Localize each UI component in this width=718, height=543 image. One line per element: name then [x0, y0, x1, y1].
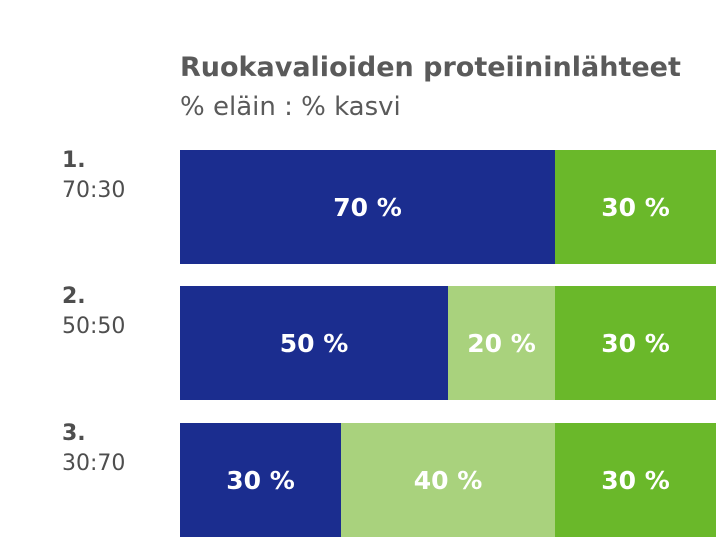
row-ratio: 70:30	[62, 178, 126, 203]
bar-segment: 30 %	[555, 286, 716, 400]
segment-value-label: 30 %	[601, 192, 670, 222]
bar-segment: 70 %	[180, 150, 555, 264]
row-number: 3.	[62, 421, 86, 446]
row-ratio: 50:50	[62, 314, 126, 339]
segment-value-label: 70 %	[333, 192, 402, 222]
bar-row: 30 % 40 % 30 %	[180, 423, 716, 537]
chart-subtitle: % eläin : % kasvi	[180, 92, 401, 122]
bar-row: 50 % 20 % 30 %	[180, 286, 716, 400]
bar-segment: 30 %	[555, 423, 716, 537]
segment-value-label: 40 %	[413, 465, 483, 495]
chart-title: Ruokavalioiden proteiininlähteet	[180, 52, 681, 83]
bar-segment: 30 %	[180, 423, 341, 537]
segment-value-label: 30 %	[601, 328, 670, 358]
segment-value-label: 30 %	[226, 465, 295, 495]
bar-segment: 20 %	[448, 286, 555, 400]
bar-segment: 30 %	[555, 150, 716, 264]
row-label: 2. 50:50	[62, 282, 125, 342]
segment-value-label: 50 %	[279, 328, 349, 358]
row-number: 1.	[62, 148, 86, 173]
segment-value-label: 30 %	[601, 465, 670, 495]
bar-row: 70 % 30 %	[180, 150, 716, 264]
row-number: 2.	[62, 284, 86, 309]
segment-value-label: 20 %	[467, 328, 536, 358]
row-ratio: 30:70	[62, 451, 126, 476]
row-label: 3. 30:70	[62, 419, 125, 479]
row-label: 1. 70:30	[62, 146, 125, 206]
bar-segment: 50 %	[180, 286, 448, 400]
bar-segment: 40 %	[341, 423, 555, 537]
